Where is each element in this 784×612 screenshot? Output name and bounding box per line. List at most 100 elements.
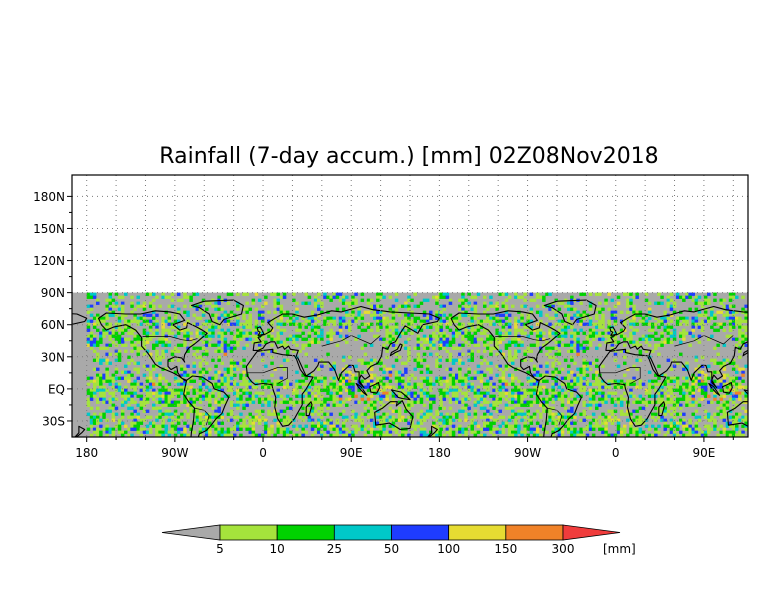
rain-cell	[173, 334, 178, 338]
rain-cell	[779, 326, 783, 329]
rain-cell	[713, 316, 717, 320]
rain-cell	[757, 362, 761, 365]
rain-cell	[360, 412, 365, 416]
rain-cell	[504, 424, 509, 428]
rain-cell	[769, 305, 773, 308]
rain-cell	[198, 355, 203, 359]
rain-cell	[654, 388, 658, 392]
rain-cell	[591, 337, 596, 341]
rain-cell	[211, 298, 215, 302]
rain-cell	[660, 331, 664, 335]
rain-cell	[697, 403, 702, 407]
rain-cell	[245, 310, 249, 314]
rain-cell	[285, 349, 290, 353]
rain-cell	[242, 418, 246, 422]
rain-cell	[619, 403, 624, 407]
rain-cell	[205, 370, 209, 374]
rain-cell	[461, 406, 465, 410]
rain-cell	[142, 430, 147, 434]
rain-cell	[588, 331, 593, 335]
rain-cell	[329, 364, 333, 368]
rain-cell	[192, 361, 196, 365]
rain-cell	[404, 391, 408, 395]
rain-cell	[722, 298, 727, 302]
rain-cell	[323, 433, 327, 437]
rain-cell	[201, 331, 206, 335]
rain-cell	[703, 319, 708, 323]
rain-cell	[369, 376, 374, 380]
rain-cell	[170, 415, 175, 419]
rain-cell	[523, 325, 527, 329]
rain-cell	[180, 373, 184, 377]
rain-cell	[731, 421, 736, 425]
rain-cell	[136, 394, 140, 398]
rain-cell	[439, 334, 443, 338]
rain-cell	[551, 382, 555, 386]
rain-cell	[713, 292, 717, 296]
rain-cell	[226, 379, 231, 383]
rain-cell	[332, 433, 336, 437]
rain-cell	[455, 346, 459, 350]
rain-cell	[725, 400, 730, 404]
rain-cell	[139, 382, 144, 386]
rain-cell	[685, 427, 689, 431]
rain-cell	[413, 376, 417, 380]
rain-cell	[595, 346, 599, 350]
rain-cell	[754, 392, 758, 395]
rain-cell	[229, 364, 234, 368]
rain-cell	[573, 331, 577, 335]
rain-cell	[691, 403, 695, 407]
rain-cell	[498, 409, 502, 413]
rain-cell	[672, 337, 677, 341]
rain-cell	[451, 334, 456, 338]
rain-cell	[542, 295, 546, 299]
rain-cell	[189, 409, 193, 413]
rain-cell	[601, 382, 605, 386]
rain-cell	[236, 406, 240, 410]
rain-cell	[595, 358, 599, 362]
rain-cell	[588, 328, 593, 332]
rain-cell	[707, 424, 711, 428]
rain-cell	[741, 331, 745, 335]
rain-cell	[388, 295, 393, 299]
rain-cell	[647, 310, 652, 314]
rain-cell	[189, 298, 193, 302]
rain-cell	[394, 331, 399, 335]
rain-cell	[317, 307, 321, 311]
rain-cell	[685, 376, 689, 380]
rain-cell	[211, 424, 215, 428]
rain-cell	[582, 382, 586, 386]
rain-cell	[548, 322, 552, 326]
rain-cell	[379, 400, 383, 404]
rain-cell	[757, 320, 761, 323]
rain-cell	[710, 388, 714, 392]
rain-cell	[751, 410, 755, 413]
rain-cell	[136, 412, 140, 416]
rain-cell	[582, 367, 586, 371]
rain-cell	[173, 376, 178, 380]
rain-cell	[257, 418, 262, 422]
rain-cell	[560, 400, 565, 404]
rain-cell	[700, 328, 705, 332]
rain-cell	[307, 343, 312, 347]
rain-cell	[307, 331, 312, 335]
rain-cell	[779, 299, 783, 302]
rain-cell	[422, 433, 427, 437]
rain-cell	[133, 409, 137, 413]
rain-cell	[632, 409, 636, 413]
rain-cell	[691, 328, 695, 332]
rain-cell	[351, 376, 355, 380]
rain-cell	[313, 331, 318, 335]
rain-cell	[167, 319, 172, 323]
rain-cell	[688, 388, 692, 392]
rain-cell	[669, 427, 674, 431]
rain-cell	[666, 388, 671, 392]
rain-cell	[660, 334, 664, 338]
rain-cell	[108, 298, 112, 302]
rain-cell	[285, 418, 290, 422]
rain-cell	[529, 358, 534, 362]
rain-cell	[298, 415, 302, 419]
rain-cell	[257, 391, 262, 395]
rain-cell	[660, 385, 664, 389]
rain-cell	[657, 301, 661, 305]
